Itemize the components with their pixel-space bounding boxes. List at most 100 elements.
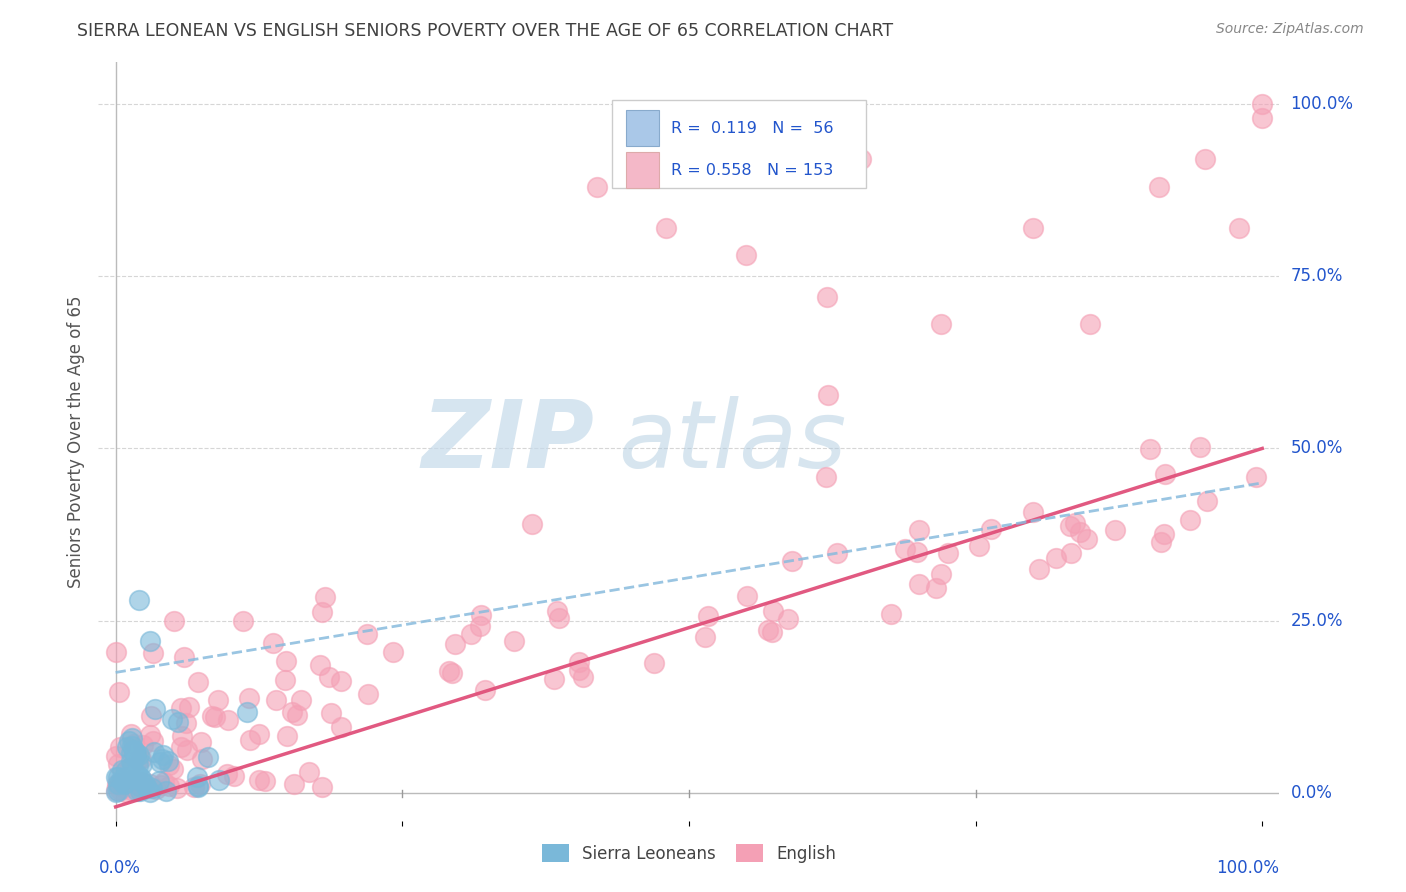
Point [520,517,543,532]
Legend: Sierra Leoneans, English: Sierra Leoneans, English [536,838,842,869]
Point [780,554,803,568]
Point [176,742,198,756]
Point [115,770,138,784]
Point [128,779,150,793]
Point [183,780,205,794]
Point [543,672,565,686]
Point [122,770,145,784]
Point [815,470,838,484]
Point [253,773,276,788]
Point [110,772,132,787]
Point [827,546,849,560]
Point [105,770,128,784]
Point [129,771,152,785]
Point [153,775,176,789]
Point [247,727,270,741]
Point [162,762,184,776]
Point [695,630,717,644]
Point [121,775,143,789]
Point [1069,524,1091,539]
Point [849,152,872,166]
Point [239,733,262,747]
Point [187,674,209,689]
Point [145,782,167,797]
Point [756,624,779,638]
Point [190,734,212,748]
Point [108,685,131,699]
Point [120,783,142,797]
Point [437,664,460,678]
Point [112,780,135,795]
Point [503,634,526,648]
Point [117,739,139,754]
Text: SIERRA LEONEAN VS ENGLISH SENIORS POVERTY OVER THE AGE OF 65 CORRELATION CHART: SIERRA LEONEAN VS ENGLISH SENIORS POVERT… [77,22,893,40]
Point [571,670,593,684]
Point [131,756,153,771]
Point [128,784,150,798]
Point [107,777,129,791]
Point [170,740,193,755]
Point [1153,526,1175,541]
Point [470,607,492,622]
Point [107,770,129,784]
Point [142,733,165,747]
Point [129,775,152,789]
Text: Source: ZipAtlas.com: Source: ZipAtlas.com [1216,22,1364,37]
Point [274,673,297,688]
Point [105,645,128,659]
Point [132,738,155,752]
Point [586,179,609,194]
Point [204,710,226,724]
FancyBboxPatch shape [626,110,659,146]
Point [134,777,156,791]
Point [150,778,173,792]
Point [114,776,136,790]
Point [187,779,209,793]
Point [967,539,990,553]
Point [143,702,166,716]
Point [138,728,160,742]
Point [107,757,129,772]
Point [329,720,352,734]
Point [817,387,839,401]
Point [127,757,149,772]
Text: R = 0.558   N = 153: R = 0.558 N = 153 [671,162,834,178]
Point [547,611,569,625]
FancyBboxPatch shape [626,152,659,188]
Point [1244,470,1267,484]
Point [321,706,343,721]
Point [893,542,915,557]
Point [236,705,259,719]
Point [655,220,678,235]
Point [925,581,948,595]
Point [148,773,170,788]
Point [111,763,134,777]
Point [127,767,149,781]
Point [187,780,209,794]
Point [908,577,931,591]
Text: 0.0%: 0.0% [98,858,141,877]
Point [929,318,952,332]
Point [907,523,929,537]
Point [160,712,183,726]
Point [262,636,284,650]
FancyBboxPatch shape [612,101,866,187]
Text: 25.0%: 25.0% [1291,612,1343,630]
Point [356,627,378,641]
Point [1078,318,1101,332]
Point [139,708,162,723]
Point [1059,519,1081,533]
Point [174,716,197,731]
Point [264,693,287,707]
Point [112,771,135,785]
Point [124,767,146,781]
Point [125,783,148,797]
Point [298,764,321,779]
Point [1021,505,1043,519]
Point [150,752,173,766]
Point [121,773,143,788]
Point [120,727,142,741]
Point [460,627,482,641]
Point [285,708,308,723]
Point [124,743,146,757]
